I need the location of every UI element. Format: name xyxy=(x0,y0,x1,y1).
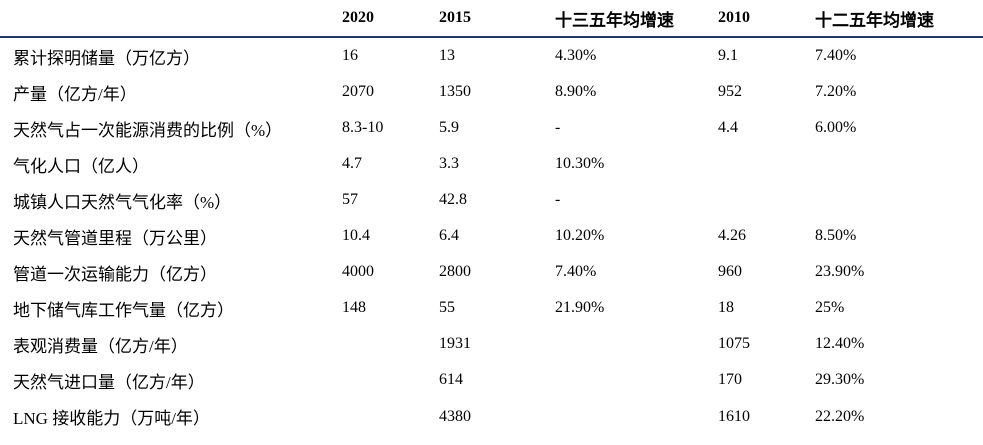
cell-2010: 952 xyxy=(718,83,742,100)
table-row: 累计探明储量（万亿方） 16 13 4.30% 9.1 7.40% xyxy=(0,37,983,74)
header-2015: 2015 xyxy=(439,0,555,38)
header-indicator xyxy=(0,0,342,38)
cell-2020: 4000 xyxy=(342,263,374,280)
cell-2020: 57 xyxy=(342,191,358,208)
row-label: 天然气进口量（亿方/年） xyxy=(13,372,205,392)
cell-2020: 2070 xyxy=(342,83,374,100)
cell-2010: 960 xyxy=(718,263,742,280)
cell-2010 xyxy=(718,182,815,218)
cell-2015: 6.4 xyxy=(439,227,459,244)
cell-2020: 16 xyxy=(342,47,358,64)
cell-13th-growth: 10.20% xyxy=(555,227,605,244)
cell-13th-growth xyxy=(555,398,718,435)
row-label: 累计探明储量（万亿方） xyxy=(13,48,200,68)
header-2020: 2020 xyxy=(342,0,439,38)
row-label: 天然气占一次能源消费的比例（%） xyxy=(13,120,283,140)
cell-13th-growth: - xyxy=(555,119,561,136)
cell-2015: 55 xyxy=(439,299,455,316)
data-table-container: 2020 2015 十三五年均增速 2010 十二五年均增速 累计探明储量（万亿… xyxy=(0,0,983,435)
cell-2020: 8.3-10 xyxy=(342,119,384,136)
cell-2015: 1931 xyxy=(439,335,471,352)
row-label: 天然气管道里程（万公里） xyxy=(13,228,217,248)
cell-2010: 170 xyxy=(718,371,742,388)
cell-2020 xyxy=(342,398,439,435)
cell-2020 xyxy=(342,326,439,362)
cell-13th-growth: 10.30% xyxy=(555,155,605,172)
cell-13th-growth xyxy=(555,326,718,362)
table-row: 管道一次运输能力（亿方） 4000 2800 7.40% 960 23.90% xyxy=(0,254,983,290)
table-row: 城镇人口天然气气化率（%） 57 42.8 - xyxy=(0,182,983,218)
cell-2020: 148 xyxy=(342,299,366,316)
cell-2015: 13 xyxy=(439,47,455,64)
cell-2010: 4.26 xyxy=(718,227,746,244)
row-label: 气化人口（亿人） xyxy=(13,156,149,176)
cell-2020: 10.4 xyxy=(342,227,370,244)
cell-13th-growth xyxy=(555,362,718,398)
cell-2010: 9.1 xyxy=(718,47,738,64)
cell-13th-growth: - xyxy=(555,191,561,208)
table-row: 表观消费量（亿方/年） 1931 1075 12.40% xyxy=(0,326,983,362)
table-row: 天然气占一次能源消费的比例（%） 8.3-10 5.9 - 4.4 6.00% xyxy=(0,110,983,146)
cell-12th-growth: 7.40% xyxy=(815,47,857,64)
cell-2015: 4380 xyxy=(439,407,471,425)
table-row: 天然气管道里程（万公里） 10.4 6.4 10.20% 4.26 8.50% xyxy=(0,218,983,254)
row-label: 表观消费量（亿方/年） xyxy=(13,336,188,356)
cell-12th-growth: 12.40% xyxy=(815,335,865,352)
cell-13th-growth: 4.30% xyxy=(555,47,597,64)
row-label: 产量（亿方/年） xyxy=(13,84,137,104)
table-row: 天然气进口量（亿方/年） 614 170 29.30% xyxy=(0,362,983,398)
cell-2015: 3.3 xyxy=(439,155,459,172)
table-row: 产量（亿方/年） 2070 1350 8.90% 952 7.20% xyxy=(0,74,983,110)
header-2010: 2010 xyxy=(718,0,815,38)
cell-13th-growth: 7.40% xyxy=(555,263,597,280)
row-label: 管道一次运输能力（亿方） xyxy=(13,264,217,284)
cell-12th-growth: 25% xyxy=(815,299,845,316)
cell-12th-growth: 29.30% xyxy=(815,371,865,388)
table-row: 地下储气库工作气量（亿方） 148 55 21.90% 18 25% xyxy=(0,290,983,326)
cell-2010: 4.4 xyxy=(718,119,738,136)
cell-2015: 42.8 xyxy=(439,191,467,208)
cell-2010: 1610 xyxy=(718,407,750,425)
cell-2020: 4.7 xyxy=(342,155,362,172)
cell-2010: 1075 xyxy=(718,335,750,352)
cell-12th-growth: 8.50% xyxy=(815,227,857,244)
cell-12th-growth: 22.20% xyxy=(815,407,865,425)
row-label: 地下储气库工作气量（亿方） xyxy=(13,300,234,320)
cell-12th-growth xyxy=(815,146,983,182)
cell-2010: 18 xyxy=(718,299,734,316)
cell-13th-growth: 21.90% xyxy=(555,299,605,316)
cell-12th-growth: 7.20% xyxy=(815,83,857,100)
cell-12th-growth: 6.00% xyxy=(815,119,857,136)
table-row: 气化人口（亿人） 4.7 3.3 10.30% xyxy=(0,146,983,182)
row-label: LNG 接收能力（万吨/年） xyxy=(13,409,210,428)
cell-2010 xyxy=(718,146,815,182)
cell-12th-growth xyxy=(815,182,983,218)
header-12th-five-year-growth: 十二五年均增速 xyxy=(815,0,983,38)
cell-2015: 5.9 xyxy=(439,119,459,136)
row-label: 城镇人口天然气气化率（%） xyxy=(13,192,232,212)
cell-12th-growth: 23.90% xyxy=(815,263,865,280)
cell-2015: 2800 xyxy=(439,263,471,280)
header-row: 2020 2015 十三五年均增速 2010 十二五年均增速 xyxy=(0,0,983,38)
cell-13th-growth: 8.90% xyxy=(555,83,597,100)
natural-gas-plan-table: 2020 2015 十三五年均增速 2010 十二五年均增速 累计探明储量（万亿… xyxy=(0,0,983,435)
cell-2020 xyxy=(342,362,439,398)
table-row: LNG 接收能力（万吨/年） 4380 1610 22.20% xyxy=(0,398,983,435)
header-13th-five-year-growth: 十三五年均增速 xyxy=(555,0,718,38)
cell-2015: 1350 xyxy=(439,83,471,100)
cell-2015: 614 xyxy=(439,371,463,388)
